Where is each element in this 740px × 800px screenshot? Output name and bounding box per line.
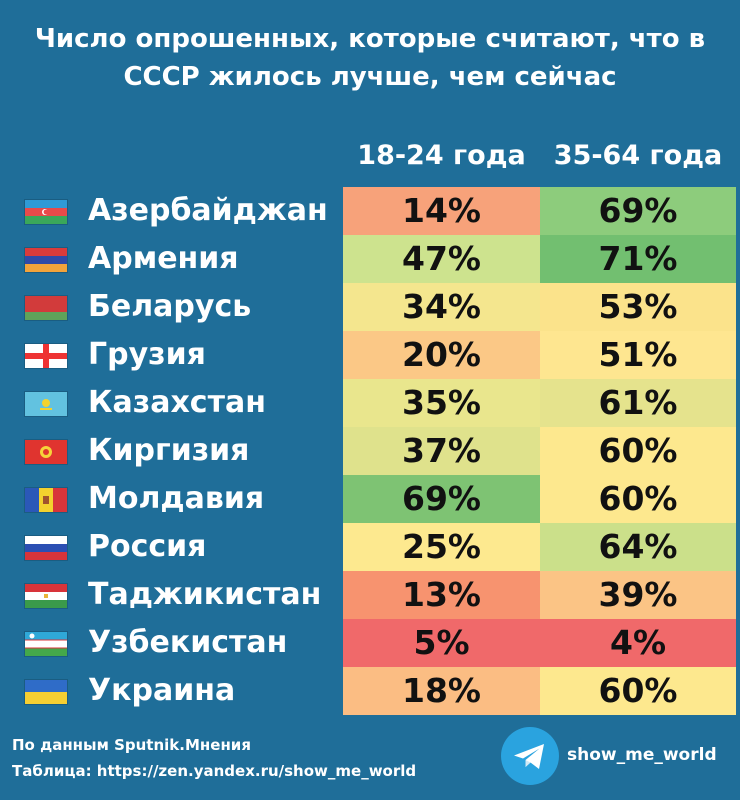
moldova-flag [25,488,67,512]
value-cell-35-64: 39% [540,571,736,619]
value-cell-18-24: 25% [343,523,540,571]
chart-title-line-1: Число опрошенных, которые считают, что в [34,24,706,54]
table-row: Молдавия 69% 60% [0,475,740,523]
column-header-35-64: 35-64 года [553,140,723,171]
value-cell-35-64: 51% [540,331,736,379]
source-note: По данным Sputnik.Мнения Таблица: https:… [12,732,416,784]
country-name: Казахстан [88,385,266,420]
value-cell-18-24: 34% [343,283,540,331]
value-cell-18-24: 35% [343,379,540,427]
country-name: Киргизия [88,433,250,468]
value-cell-18-24: 69% [343,475,540,523]
table-row: Узбекистан 5% 4% [0,619,740,667]
value-cell-18-24: 13% [343,571,540,619]
uzbekistan-flag [25,632,67,656]
country-name: Украина [88,673,236,708]
table-row: Украина 18% 60% [0,667,740,715]
value-cell-35-64: 61% [540,379,736,427]
value-cell-18-24: 47% [343,235,540,283]
table-row: Казахстан 35% 61% [0,379,740,427]
value-cell-18-24: 14% [343,187,540,235]
azerbaijan-flag [25,200,67,224]
table-row: Армения 47% 71% [0,235,740,283]
value-cell-35-64: 60% [540,427,736,475]
kazakhstan-flag [25,392,67,416]
table-row: Азербайджан 14% 69% [0,187,740,235]
column-header-18-24: 18-24 года [357,140,526,171]
value-cell-18-24: 18% [343,667,540,715]
table-row: Беларусь 34% 53% [0,283,740,331]
value-cell-35-64: 53% [540,283,736,331]
armenia-flag [25,248,67,272]
country-name: Армения [88,241,239,276]
russia-flag [25,536,67,560]
value-cell-18-24: 5% [343,619,540,667]
belarus-flag [25,296,67,320]
chart-title-line-2: СССР жилось лучше, чем сейчас [123,62,617,92]
value-cell-35-64: 64% [540,523,736,571]
country-name: Азербайджан [88,193,328,228]
table-row: Таджикистан 13% 39% [0,571,740,619]
ukraine-flag [25,680,67,704]
country-name: Россия [88,529,207,564]
telegram-handle[interactable]: show_me_world [567,745,717,765]
value-cell-18-24: 20% [343,331,540,379]
tajikistan-flag [25,584,67,608]
value-cell-35-64: 71% [540,235,736,283]
source-line: По данным Sputnik.Мнения [12,736,251,754]
table-link-line: Таблица: https://zen.yandex.ru/show_me_w… [12,762,417,780]
table-row: Россия 25% 64% [0,523,740,571]
value-cell-18-24: 37% [343,427,540,475]
table-row: Грузия 20% 51% [0,331,740,379]
country-name: Молдавия [88,481,265,516]
value-cell-35-64: 60% [540,667,736,715]
country-name: Таджикистан [88,577,322,612]
country-name: Узбекистан [88,625,288,660]
georgia-flag [25,344,67,368]
table-row: Киргизия 37% 60% [0,427,740,475]
country-name: Беларусь [88,289,252,324]
telegram-plane-icon[interactable] [501,727,559,785]
chart-title: Число опрошенных, которые считают, что в… [0,20,740,96]
country-name: Грузия [88,337,206,372]
value-cell-35-64: 69% [540,187,736,235]
value-cell-35-64: 4% [540,619,736,667]
kyrgyzstan-flag [25,440,67,464]
value-cell-35-64: 60% [540,475,736,523]
